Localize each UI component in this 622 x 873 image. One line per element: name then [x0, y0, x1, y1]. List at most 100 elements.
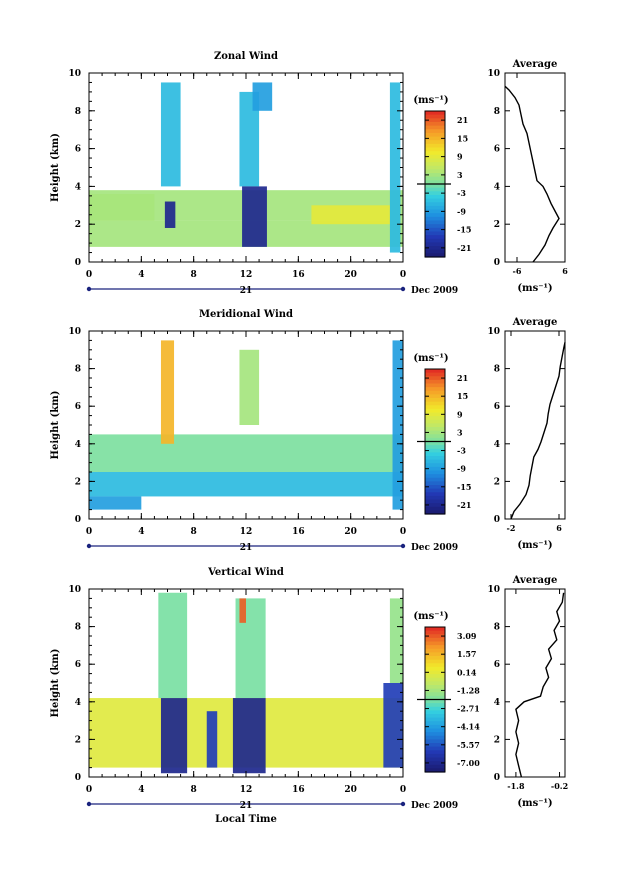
colorbar-segment: [425, 231, 445, 236]
y-axis-label: Height (km): [50, 391, 61, 460]
x-tick-label: 4: [138, 527, 144, 537]
colorbar-segment: [425, 419, 445, 424]
colorbar-segment: [425, 441, 445, 446]
colorbar-segment: [425, 408, 445, 414]
colorbar-segment: [425, 165, 445, 170]
chart-title: Vertical Wind: [207, 567, 284, 578]
colorbar-segment: [425, 485, 445, 490]
y-tick-label: 0: [75, 515, 81, 525]
heatmap-cell: [158, 592, 188, 699]
colorbar-segment: [425, 692, 445, 697]
colorbar-segment: [425, 764, 445, 769]
colorbar-segment: [425, 372, 445, 377]
colorbar-tick-label: 21: [457, 115, 468, 125]
heatmap-cell: [160, 340, 175, 444]
average-x-label: (ms⁻¹): [517, 540, 552, 551]
colorbar-segment: [425, 118, 445, 123]
average-x-tick-label: -2: [507, 523, 516, 533]
x-tick-label: 0: [400, 270, 406, 280]
colorbar-segment: [425, 688, 445, 693]
colorbar-segment: [425, 481, 445, 486]
x-tick-label: 8: [191, 527, 197, 537]
average-y-tick-label: 2: [494, 477, 500, 487]
average-profile-line: [515, 592, 565, 778]
colorbar-tick-label: -21: [457, 243, 471, 253]
colorbar-tick-label: -15: [457, 225, 471, 235]
heatmap-cell: [389, 598, 403, 683]
colorbar-segment: [425, 743, 445, 748]
colorbar-segment: [425, 423, 445, 428]
average-title: Average: [512, 317, 558, 328]
colorbar-tick-label: -15: [457, 482, 471, 492]
x-tick-label: 0: [86, 785, 92, 795]
colorbar-segment: [425, 452, 445, 457]
colorbar-tick-label: 3: [457, 170, 463, 180]
colorbar-segment: [425, 656, 445, 661]
colorbar-segment: [425, 416, 445, 421]
x-axis-label: Local Time: [215, 814, 277, 825]
colorbar-segment: [425, 136, 445, 141]
colorbar-segment: [425, 499, 445, 504]
colorbar-segment: [425, 463, 445, 468]
colorbar-tick-label: 1.57: [457, 649, 476, 659]
x-tick-label: 12: [240, 527, 253, 537]
colorbar-segment: [425, 169, 445, 174]
heatmap-cell: [239, 598, 246, 623]
colorbar-segment: [425, 253, 445, 258]
colorbar-tick-label: -4.14: [457, 722, 480, 732]
colorbar-segment: [425, 140, 445, 145]
average-x-tick-label: -6: [513, 266, 522, 276]
colorbar-tick-label: 15: [457, 133, 468, 143]
date-tick-label: 21: [240, 286, 253, 296]
colorbar-segment: [425, 630, 445, 635]
average-x-label: (ms⁻¹): [517, 283, 552, 294]
colorbar-segment: [425, 154, 445, 160]
date-axis-marker: [86, 801, 92, 807]
colorbar-segment: [425, 376, 445, 381]
x-tick-label: 16: [292, 270, 305, 280]
chart-title: Zonal Wind: [214, 51, 278, 62]
colorbar-segment: [425, 757, 445, 762]
colorbar-segment: [425, 456, 445, 461]
heatmap-cell: [89, 496, 142, 510]
average-y-tick-label: 0: [494, 258, 500, 268]
colorbar-segment: [425, 739, 445, 744]
colorbar-tick-label: 0.14: [457, 667, 477, 677]
colorbar-tick-label: 3: [457, 427, 463, 437]
date-label: Dec 2009: [411, 286, 458, 296]
x-tick-label: 0: [400, 785, 406, 795]
colorbar-segment: [425, 510, 445, 515]
colorbar-segment: [425, 379, 445, 385]
colorbar-segment: [425, 227, 445, 233]
colorbar-segment: [425, 213, 445, 218]
colorbar-segment: [425, 703, 445, 708]
colorbar-segment: [425, 470, 445, 475]
heatmap-cell: [311, 205, 390, 225]
colorbar-tick-label: -7.00: [457, 758, 480, 768]
x-tick-label: 4: [138, 270, 144, 280]
colorbar-segment: [425, 724, 445, 730]
average-x-tick-label: -0.2: [551, 781, 568, 791]
colorbar-segment: [425, 125, 445, 130]
average-y-tick-label: 0: [494, 515, 500, 525]
average-y-tick-label: 10: [487, 327, 500, 337]
colorbar-segment: [425, 412, 445, 417]
colorbar-tick-label: -2.71: [457, 704, 480, 714]
colorbar-segment: [425, 768, 445, 773]
colorbar-segment: [425, 648, 445, 653]
date-axis-marker: [86, 286, 92, 292]
colorbar-segment: [425, 728, 445, 733]
colorbar-segment: [425, 448, 445, 453]
colorbar-segment: [425, 187, 445, 192]
y-axis-label: Height (km): [50, 649, 61, 718]
average-x-tick-label: -1.8: [507, 781, 525, 791]
y-tick-label: 4: [75, 182, 81, 192]
colorbar-segment: [425, 143, 445, 149]
y-tick-label: 2: [75, 735, 81, 745]
colorbar-segment: [425, 714, 445, 719]
x-tick-label: 0: [86, 527, 92, 537]
y-axis-label: Height (km): [50, 133, 61, 202]
